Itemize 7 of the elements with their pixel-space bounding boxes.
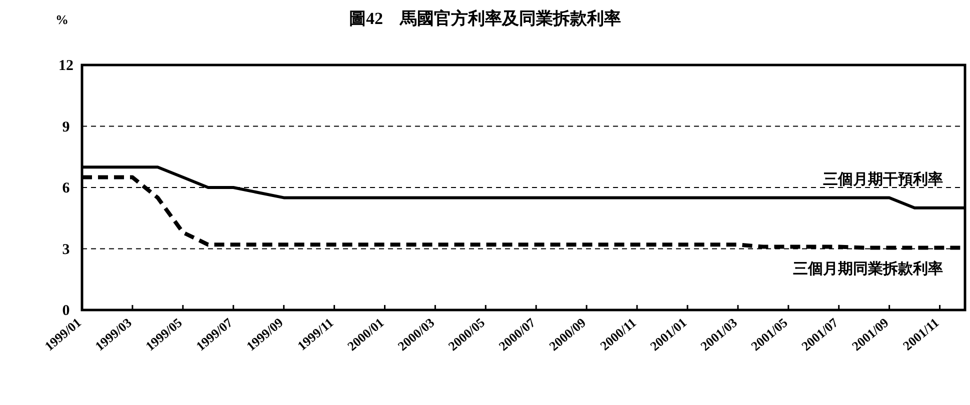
title: 圖42 馬國官方利率及同業拆款利率 (349, 9, 621, 28)
y-tick-label: 0 (62, 303, 70, 319)
y-tick-label: 6 (62, 180, 70, 196)
y-tick-label: 3 (62, 242, 70, 258)
ylabel: % (56, 12, 68, 27)
y-tick-label: 9 (62, 119, 70, 136)
y-tick-label: 12 (58, 58, 74, 74)
